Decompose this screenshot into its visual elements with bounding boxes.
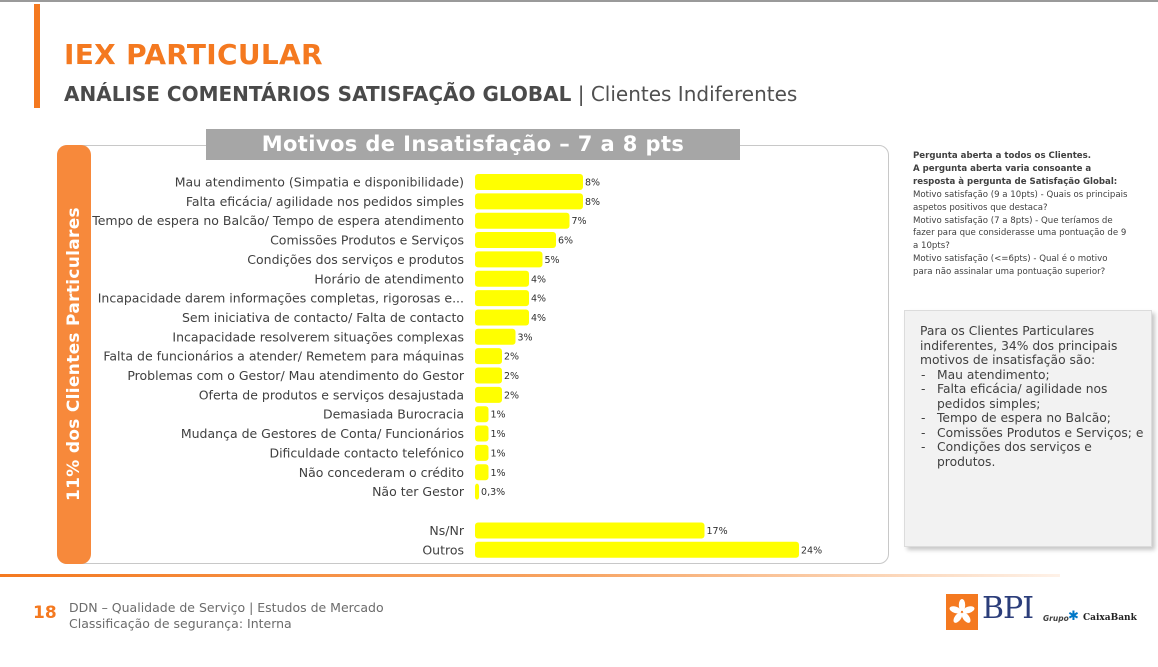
footer-department: DDN – Qualidade de Serviço | Estudos de …	[69, 600, 384, 615]
value-label: 6%	[558, 236, 573, 247]
category-label: Horário de atendimento	[314, 271, 464, 286]
note-line-5: Motivo satisfação (<=6pts) - Qual é o mo…	[913, 254, 1108, 278]
bar	[475, 270, 529, 287]
category-label: Outros	[422, 542, 464, 557]
value-label: 1%	[491, 429, 506, 440]
value-label: 1%	[491, 410, 506, 421]
top-rule	[0, 0, 1158, 2]
category-label: Mudança de Gestores de Conta/ Funcionári…	[181, 426, 464, 441]
note-line-2: A pergunta aberta varia consoante a resp…	[913, 163, 1118, 187]
summary-item: Tempo de espera no Balcão;	[920, 411, 1150, 426]
summary-item: Falta eficácia/ agilidade nos pedidos si…	[920, 382, 1150, 411]
note-line-1: Pergunta aberta a todos os Clientes.	[913, 151, 1092, 161]
category-label: Não ter Gestor	[372, 484, 465, 499]
page-title: IEX PARTICULAR	[64, 38, 323, 71]
bar	[475, 348, 502, 365]
segment-pill	[57, 145, 91, 564]
value-label: 4%	[531, 294, 546, 305]
summary-list: Mau atendimento; Falta eficácia/ agilida…	[920, 368, 1150, 470]
subtitle-separator: |	[571, 82, 591, 106]
page-subtitle: ANÁLISE COMENTÁRIOS SATISFAÇÃO GLOBAL | …	[64, 82, 797, 106]
value-label: 3%	[518, 332, 533, 343]
category-label: Comissões Produtos e Serviços	[270, 233, 464, 248]
summary-text: Para os Clientes Particulares indiferent…	[920, 324, 1150, 469]
category-label: Falta eficácia/ agilidade nos pedidos si…	[186, 194, 464, 209]
bar	[475, 232, 556, 249]
bar	[475, 193, 583, 210]
value-label: 5%	[545, 255, 560, 266]
note-line-4: Motivo satisfação (7 a 8pts) - Que tería…	[913, 215, 1127, 252]
value-label: 7%	[572, 216, 587, 227]
bar	[475, 290, 529, 307]
value-label: 1%	[491, 448, 506, 459]
category-label: Mau atendimento (Simpatia e disponibilid…	[175, 175, 464, 190]
bpi-logo-icon	[946, 594, 978, 630]
question-notes: Pergunta aberta a todos os Clientes. A p…	[913, 150, 1128, 279]
category-label: Incapacidade darem informações completas…	[98, 291, 464, 306]
category-label: Incapacidade resolverem situações comple…	[172, 329, 464, 344]
footer-classification: Classificação de segurança: Interna	[69, 616, 292, 631]
caixabank-star-icon: ✱	[1068, 609, 1079, 624]
note-line-3: Motivo satisfação (9 a 10pts) - Quais os…	[913, 189, 1128, 213]
summary-item: Condições dos serviços e produtos.	[920, 440, 1150, 469]
bpi-wordmark: BPI	[982, 591, 1034, 626]
bar	[475, 464, 489, 481]
bar	[475, 328, 516, 345]
category-label: Falta de funcionários a atender/ Remetem…	[103, 349, 464, 364]
value-label: 8%	[585, 197, 600, 208]
bar	[475, 483, 480, 500]
bar	[475, 444, 489, 461]
category-label: Problemas com o Gestor/ Mau atendimento …	[127, 368, 465, 383]
bar	[475, 386, 502, 403]
group-label: Grupo	[1043, 614, 1069, 623]
category-label: Condições dos serviços e produtos	[247, 252, 464, 267]
category-label: Não concederam o crédito	[299, 465, 464, 480]
summary-box: Para os Clientes Particulares indiferent…	[904, 310, 1152, 547]
bar	[475, 541, 799, 558]
bar	[475, 406, 489, 423]
category-label: Dificuldade contacto telefónico	[269, 445, 464, 460]
category-label: Ns/Nr	[429, 523, 464, 538]
bpi-flower-icon	[949, 599, 975, 623]
page-number: 18	[33, 603, 57, 623]
category-label: Tempo de espera no Balcão/ Tempo de espe…	[91, 213, 464, 228]
value-label: 2%	[504, 390, 519, 401]
summary-intro: Para os Clientes Particulares indiferent…	[920, 324, 1118, 367]
bar	[475, 174, 583, 190]
value-label: 17%	[707, 526, 728, 537]
category-label: Oferta de produtos e serviços desajustad…	[199, 387, 464, 402]
bar	[475, 367, 502, 384]
subtitle-main: ANÁLISE COMENTÁRIOS SATISFAÇÃO GLOBAL	[64, 82, 572, 106]
footer-rule	[0, 574, 1060, 577]
bar	[475, 212, 570, 229]
value-label: 1%	[491, 468, 506, 479]
bar	[475, 251, 543, 268]
value-label: 2%	[504, 371, 519, 382]
value-label: 0,3%	[481, 487, 505, 498]
value-label: 24%	[801, 545, 822, 556]
caixabank-wordmark: CaixaBank	[1083, 613, 1137, 623]
value-label: 2%	[504, 352, 519, 363]
value-label: 4%	[531, 274, 546, 285]
bar	[475, 425, 489, 442]
bar	[475, 522, 705, 539]
subtitle-segment: Clientes Indiferentes	[590, 82, 798, 106]
value-label: 4%	[531, 313, 546, 324]
bar	[475, 309, 529, 326]
chart-title: Motivos de Insatisfação – 7 a 8 pts	[206, 129, 740, 160]
category-label: Demasiada Burocracia	[323, 407, 464, 422]
summary-item: Comissões Produtos e Serviços; e	[920, 426, 1150, 441]
category-label: Sem iniciativa de contacto/ Falta de con…	[182, 310, 464, 325]
summary-item: Mau atendimento;	[920, 368, 1150, 383]
title-accent-bar	[34, 4, 40, 108]
chart-frame	[57, 145, 889, 564]
value-label: 8%	[585, 178, 600, 189]
